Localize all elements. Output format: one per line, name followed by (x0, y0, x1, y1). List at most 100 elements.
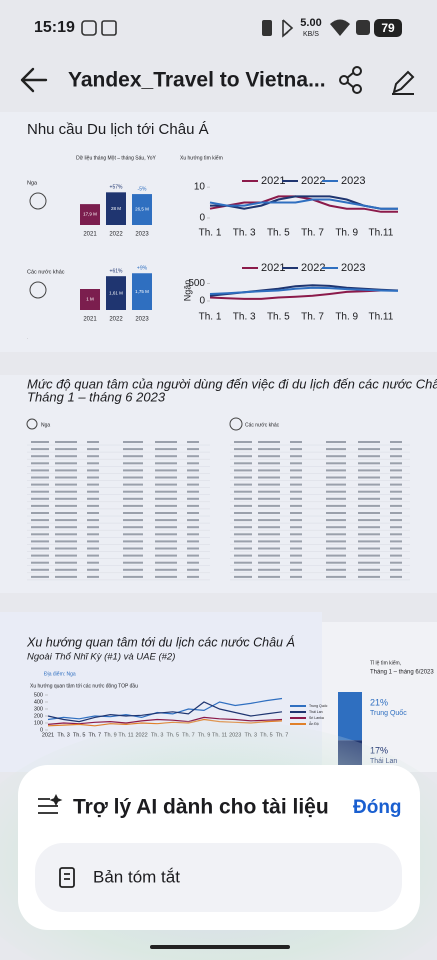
edit-button[interactable] (392, 70, 415, 95)
x-tick-label: Th.11 (368, 312, 393, 323)
table-text (187, 476, 199, 479)
table-text (234, 441, 252, 443)
table-text (358, 540, 380, 543)
table-text (290, 441, 302, 443)
slide-1 (0, 112, 437, 352)
series-line (47, 701, 283, 723)
document-title: Yandex_Travel to Vietna... (68, 69, 326, 92)
x-tick-label: Th. 5 (267, 312, 290, 323)
x-tick-label: Th. 7 (301, 312, 324, 323)
y-tick-label: 100 (34, 720, 43, 726)
table-text (290, 483, 302, 486)
table-text (187, 519, 199, 522)
table-text (187, 455, 199, 458)
table-text (326, 512, 346, 514)
slide-title: Xu hướng quan tâm tới du lịch các nước C… (26, 634, 295, 649)
table-text (390, 554, 402, 557)
back-button[interactable] (20, 67, 48, 93)
table-text (123, 497, 143, 500)
table-text (55, 526, 77, 529)
table-text (390, 483, 402, 486)
close-button[interactable]: Đóng (353, 797, 402, 818)
table-text (258, 526, 280, 529)
table-text (390, 490, 402, 493)
table-heading: Nga (41, 422, 50, 428)
table-text (358, 483, 380, 486)
series-line (47, 716, 283, 725)
y-tick-label: 0 (199, 213, 205, 224)
table-text (258, 519, 280, 522)
table-text (155, 568, 177, 571)
table-text (234, 497, 252, 500)
battery (374, 19, 402, 37)
x-tick-label: Th. 9 (335, 312, 358, 323)
table-text (123, 540, 143, 543)
x-tick-label: Th.11 (368, 228, 393, 239)
table-text (358, 568, 380, 571)
table-text (31, 448, 49, 451)
table-text (155, 561, 177, 564)
table-text (87, 469, 99, 472)
series-line (209, 289, 398, 300)
net-unit: KB/S (303, 31, 319, 38)
table-text (390, 519, 402, 522)
table-text (290, 547, 302, 550)
legend-label: Sri Lanka (309, 716, 324, 720)
table-text (187, 462, 199, 465)
table-text (55, 476, 77, 479)
table-text (123, 575, 143, 578)
table-text (187, 490, 199, 493)
table-text (187, 554, 199, 557)
caption: Dữ liệu tháng Một – tháng Sáu, YoY (76, 155, 156, 161)
table-text (31, 469, 49, 472)
table-text (155, 483, 177, 486)
table-text (358, 455, 380, 458)
year-label: 2022 (109, 317, 123, 323)
table-text (155, 448, 177, 451)
table-text (390, 448, 402, 451)
table-text (31, 512, 49, 514)
bar-label: 17,9 M (83, 212, 97, 217)
net-speed: 5.00 (300, 17, 321, 29)
table-text (234, 547, 252, 550)
icon (29, 281, 47, 299)
table-text (187, 497, 199, 500)
table-text (31, 526, 49, 529)
table-text (155, 441, 177, 443)
table-text (390, 469, 402, 472)
table-text (123, 441, 143, 443)
legend-label: Trung Quốc (309, 704, 328, 708)
table-text (258, 540, 280, 543)
table-text (358, 526, 380, 529)
table-text (326, 540, 346, 543)
table-text (31, 561, 49, 564)
year-label: 2023 (135, 232, 149, 238)
legend-label: 2022 (301, 175, 325, 187)
table-text (326, 575, 346, 578)
table-text (187, 575, 199, 578)
table-text (326, 490, 346, 493)
table-text (358, 462, 380, 465)
bar (132, 273, 152, 310)
legend-label: 2023 (341, 175, 365, 187)
group-label: Nga (27, 180, 38, 186)
table-text (55, 469, 77, 472)
table-text (155, 540, 177, 543)
change-label: -5% (138, 186, 147, 192)
x-tick-label: Th. 5 (267, 228, 290, 239)
table-text (358, 448, 380, 451)
table-text (31, 497, 49, 500)
share-button[interactable] (339, 66, 362, 94)
summary-button[interactable] (35, 843, 402, 912)
status-icons (81, 19, 370, 38)
table-text (290, 519, 302, 522)
table-text (155, 512, 177, 514)
table-text (358, 547, 380, 550)
icon (29, 192, 47, 210)
table-text (55, 504, 77, 507)
summary-label[interactable]: Bản tóm tắt (93, 867, 180, 886)
table-text (123, 448, 143, 451)
table-text (326, 483, 346, 486)
series-line (209, 195, 398, 213)
